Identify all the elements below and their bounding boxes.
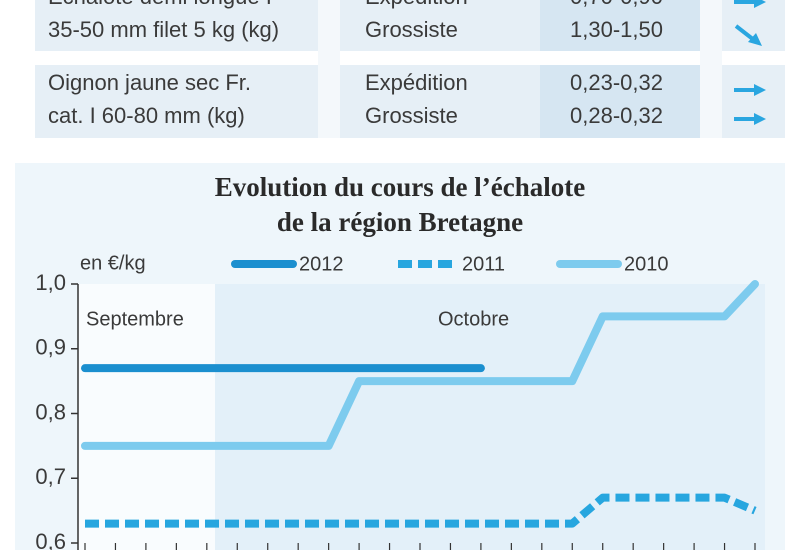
product: 35-50 mm filet 5 kg (kg) (48, 17, 279, 42)
arrow-right (734, 84, 766, 96)
annotation: Septembre (86, 308, 184, 330)
y-axis-label: en €/kg (80, 252, 146, 274)
arrow-right (734, 0, 766, 8)
month-band (215, 284, 765, 550)
arrow-right (734, 113, 766, 125)
legend-label: 2011 (462, 253, 505, 275)
market: Grossiste (365, 103, 458, 128)
row-separator (35, 51, 785, 65)
col-separator (700, 0, 722, 138)
y-tick-label: 1,0 (35, 270, 66, 295)
price-column (540, 0, 700, 138)
price: 0,23-0,32 (570, 70, 663, 95)
price: 1,30-1,50 (570, 17, 663, 42)
y-tick-label: 0,6 (35, 529, 66, 550)
y-tick-label: 0,8 (35, 399, 66, 424)
month-band (78, 284, 215, 550)
y-tick-label: 0,9 (35, 335, 66, 360)
trend-arrows (734, 0, 766, 125)
arrow-down (734, 24, 762, 46)
product: Oignon jaune sec Fr. (48, 70, 251, 95)
price: 0,28-0,32 (570, 103, 663, 128)
annotation: Octobre (438, 308, 509, 330)
market: Expédition (365, 70, 468, 95)
product: cat. I 60-80 mm (kg) (48, 103, 245, 128)
chart-title: Evolution du cours de l’échalote (215, 172, 586, 202)
series-line (81, 280, 759, 450)
price: 0,70-0,90 (570, 0, 663, 9)
market: Expédition (365, 0, 468, 9)
legend-label: 2012 (299, 253, 344, 275)
legend-label: 2010 (624, 253, 669, 275)
product: Échalote demi longue I (48, 0, 272, 9)
series-line (85, 493, 757, 528)
market: Grossiste (365, 17, 458, 42)
col-separator (318, 0, 340, 138)
y-tick-label: 0,7 (35, 464, 66, 489)
chart-title: de la région Bretagne (277, 207, 523, 237)
